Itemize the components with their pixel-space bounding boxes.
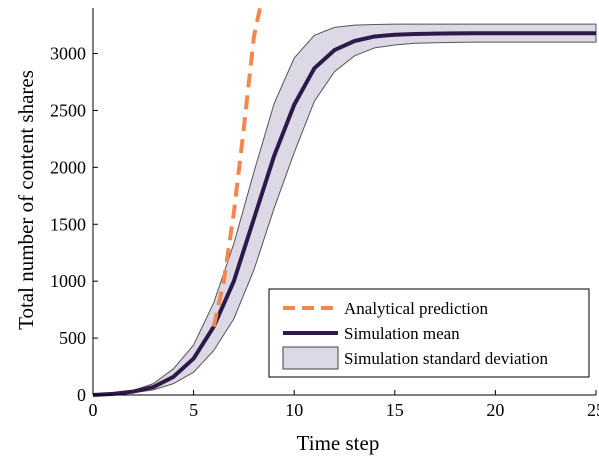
x-tick-label: 25 (587, 400, 599, 420)
x-tick-label: 0 (89, 400, 98, 420)
x-tick-label: 5 (189, 400, 198, 420)
legend-swatch-std (282, 346, 339, 370)
analytical-line (211, 8, 262, 328)
x-axis-label: Time step (297, 431, 380, 455)
x-tick-label: 10 (285, 400, 303, 420)
legend: Analytical prediction Simulation mean Si… (268, 288, 590, 378)
legend-label-analytical: Analytical prediction (344, 299, 488, 318)
y-tick-label: 500 (59, 328, 86, 348)
series-line-layer (92, 8, 596, 397)
y-tick-label: 2000 (50, 157, 86, 177)
y-tick-label: 1500 (50, 214, 86, 234)
y-tick-label: 1000 (50, 271, 86, 291)
y-axis-label: Total number of content shares (14, 70, 38, 330)
axes (92, 8, 596, 396)
y-tick-label: 2500 (50, 100, 86, 120)
x-tick-label: 20 (486, 400, 504, 420)
legend-label-mean: Simulation mean (344, 324, 460, 343)
mean-line (92, 31, 596, 397)
x-tick-label: 15 (386, 400, 404, 420)
y-tick-label: 3000 (50, 44, 86, 64)
y-tick-label: 0 (77, 385, 86, 405)
legend-label-std: Simulation standard deviation (344, 349, 548, 368)
ticks: 0 5 10 15 20 25 0 500 1000 1500 2000 2500 3000 (50, 44, 599, 420)
